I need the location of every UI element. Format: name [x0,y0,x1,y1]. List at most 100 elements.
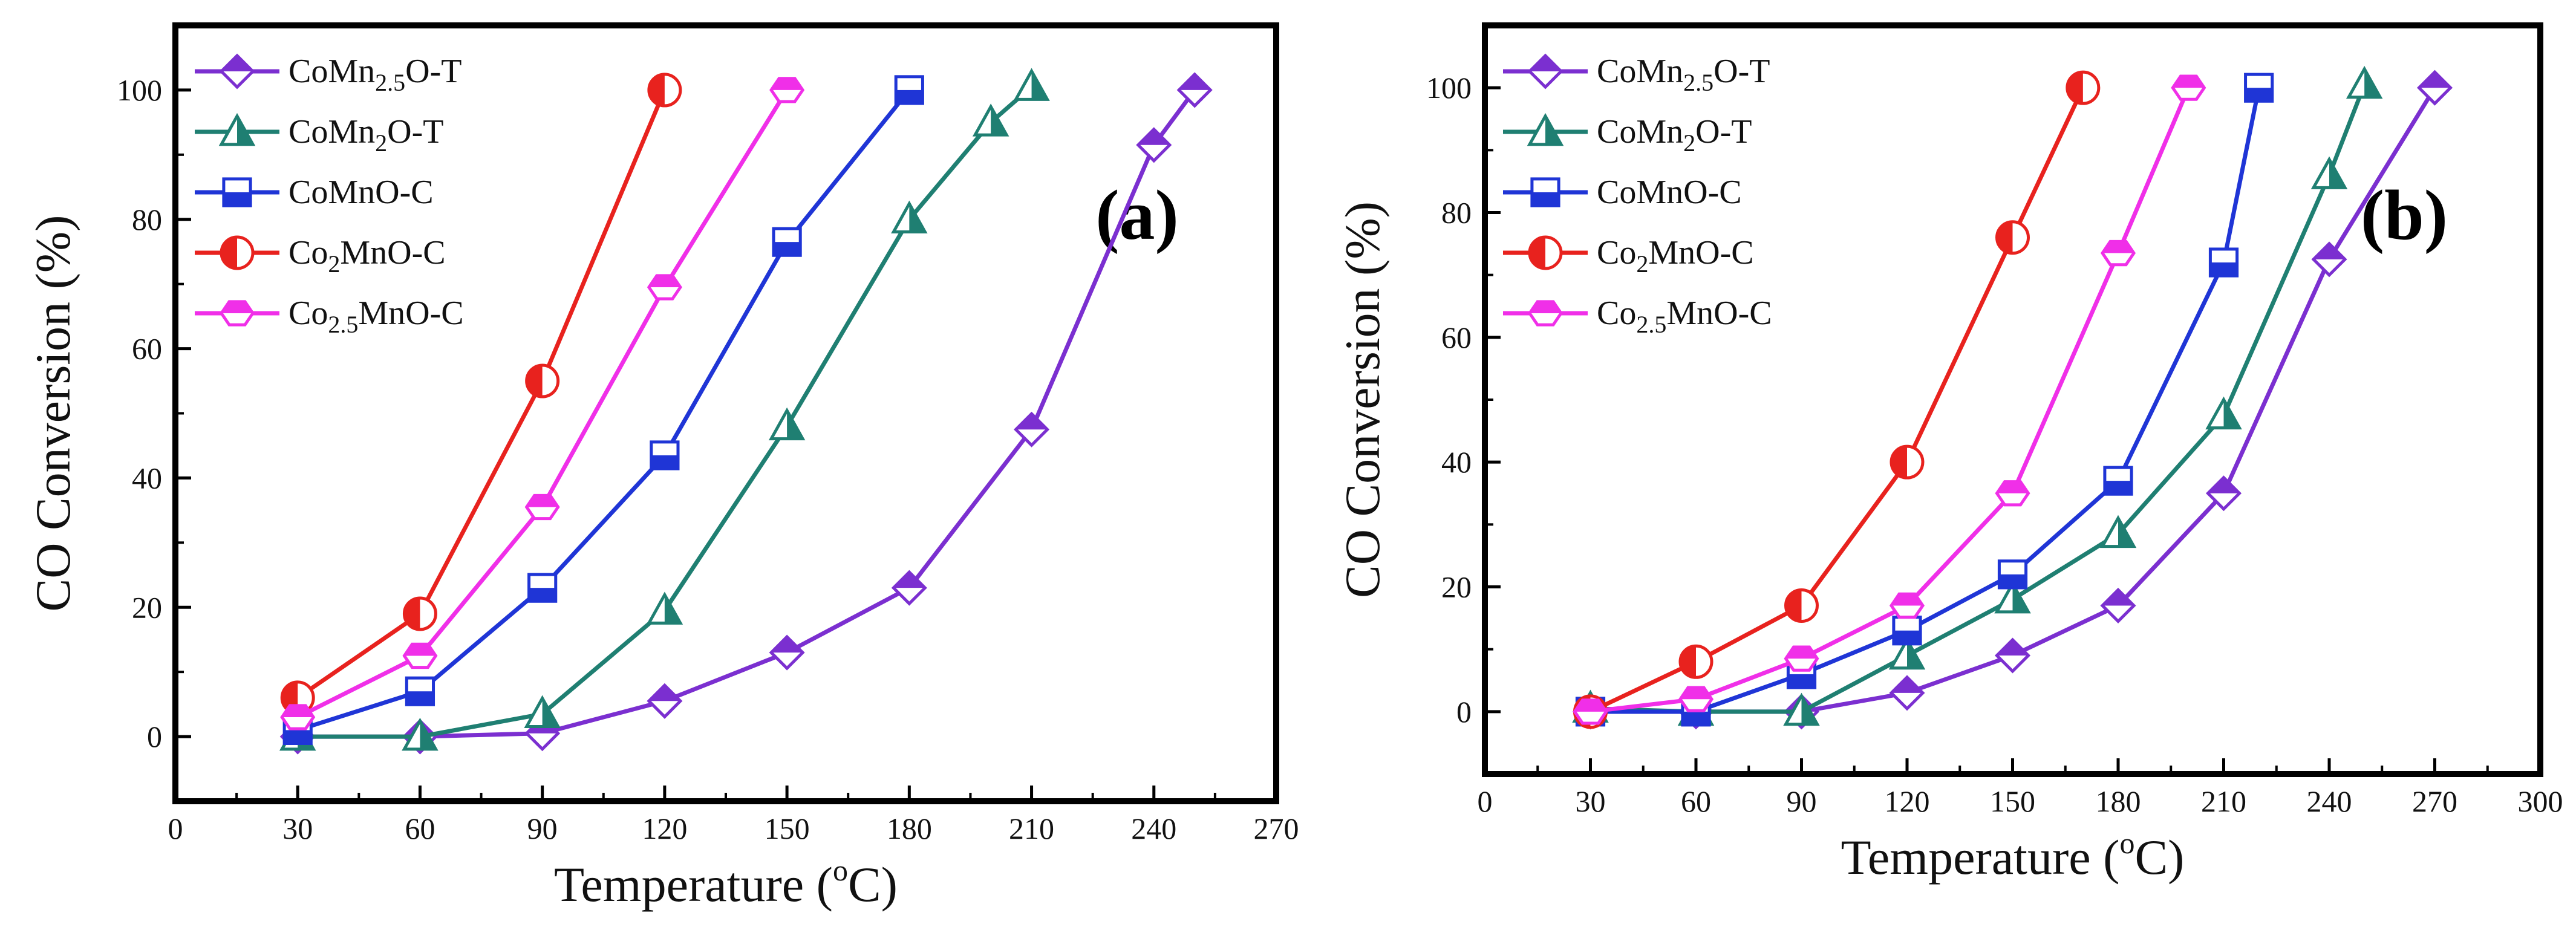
x-tick-label: 270 [2412,784,2457,818]
data-point-fill [1785,647,1818,659]
data-point-fill [221,56,253,71]
data-point-fill [420,721,436,749]
data-point-fill [896,89,923,104]
data-point-fill [1545,116,1561,145]
series-Co2MnO-C [280,73,682,715]
legend-label: CoMn2O-T [1597,113,1752,157]
y-tick-label: 60 [132,332,162,366]
chart-panel-a: 0 30 60 90 120 150 180 210 240 270 0 20 40 60 80 100 Tem… [25,22,1299,912]
data-point-fill [1891,594,1923,606]
legend-item: CoMnO-C [195,174,434,211]
data-point-fill [237,116,253,145]
data-point-fill [787,410,803,439]
y-tick-label: 60 [1441,320,1472,354]
y-axis-title: CO Conversion (%) [1335,201,1390,598]
series-Co2.5MnO-C [280,77,805,730]
legend-item: CoMnO-C [1503,174,1742,211]
x-tick-label: 60 [405,812,435,845]
y-tick-label: 20 [132,590,162,624]
data-point-fill [1801,695,1818,724]
legend-label: CoMn2.5O-T [289,53,461,96]
x-tick-label: 180 [2096,784,2141,818]
chart-panel-b: 0 30 60 90 120 150 180 210 240 270 300 0 20 40 60 80 100… [1335,22,2563,885]
data-point-fill [2118,518,2134,547]
data-point-fill [1680,688,1712,700]
data-point-fill [1997,221,2013,253]
data-point-fill [1530,237,1545,268]
data-point-fill [648,74,665,106]
data-point-fill [2067,72,2083,104]
y-tick-label: 80 [1441,196,1472,230]
data-point-fill [2173,76,2205,88]
data-point-fill [526,365,543,397]
x-axis-title: Temperature (oC) [1841,826,2185,885]
series-Co2MnO-C [1573,70,2101,729]
legend-item: Co2.5MnO-C [1503,294,1772,338]
x-tick-label: 240 [1131,812,1176,845]
data-point-fill [2223,399,2240,428]
data-point-fill [1179,74,1211,90]
data-point-fill [1680,646,1696,678]
y-tick-label: 100 [1426,71,1472,105]
legend-label: CoMn2O-T [289,113,443,157]
legend-label: Co2.5MnO-C [289,294,464,338]
x-tick-label: 270 [1254,812,1299,845]
data-point-fill [1907,639,1923,668]
data-point-fill [221,301,253,313]
data-point-fill [221,237,237,268]
data-point-fill [2210,262,2237,276]
series-CoMnO-C [1575,73,2274,727]
x-tick-label: 0 [168,812,183,845]
x-tick-label: 300 [2518,784,2563,818]
data-point-fill [542,698,558,727]
series-CoMn2O-T [279,68,1050,751]
data-point-fill [2104,481,2132,495]
data-point-fill [2314,243,2345,259]
data-point-fill [1891,677,1923,693]
y-tick-label: 80 [132,203,162,236]
data-point-fill [1788,674,1815,688]
x-tick-label: 90 [1787,784,1817,818]
x-tick-label: 120 [1885,784,1930,818]
x-tick-label: 120 [642,812,687,845]
data-point-fill [223,192,251,206]
data-point-fill [2419,72,2451,88]
legend-label: CoMnO-C [289,174,434,211]
legend-item: CoMn2.5O-T [195,53,461,96]
data-point-fill [2329,159,2345,188]
y-tick-label: 100 [117,73,162,107]
series-line [298,85,1033,739]
data-point-fill [1530,56,1561,71]
data-point-fill [651,455,678,469]
x-tick-label: 0 [1478,784,1493,818]
legend-item: CoMn2O-T [195,112,443,157]
series-CoMn2O-T [1572,65,2383,726]
data-point-fill [404,597,420,630]
data-point-fill [771,78,803,90]
data-point-fill [771,637,803,653]
series-line [1590,87,2261,714]
x-tick-label: 150 [765,812,810,845]
data-point-fill [2102,241,2134,253]
y-tick-label: 40 [1441,445,1472,479]
legend-label: CoMnO-C [1597,174,1742,211]
data-point-fill [1891,446,1907,478]
data-point-fill [1785,590,1802,622]
series-CoMn2.5O-T [1572,70,2453,730]
data-point-fill [529,588,556,602]
data-point-fill [1893,630,1921,644]
y-tick-label: 20 [1441,570,1472,604]
series-line [297,88,911,732]
x-tick-label: 240 [2307,784,2352,818]
x-tick-label: 90 [527,812,558,845]
legend-item: Co2MnO-C [195,234,446,278]
x-tick-label: 30 [1576,784,1606,818]
data-point-fill [909,203,925,232]
data-point-fill [1531,192,1559,206]
data-point-fill [2102,590,2134,606]
data-point-fill [648,685,680,701]
legend-item: CoMn2.5O-T [1503,53,1770,96]
data-point-fill [1574,700,1606,712]
series-line [296,89,667,700]
